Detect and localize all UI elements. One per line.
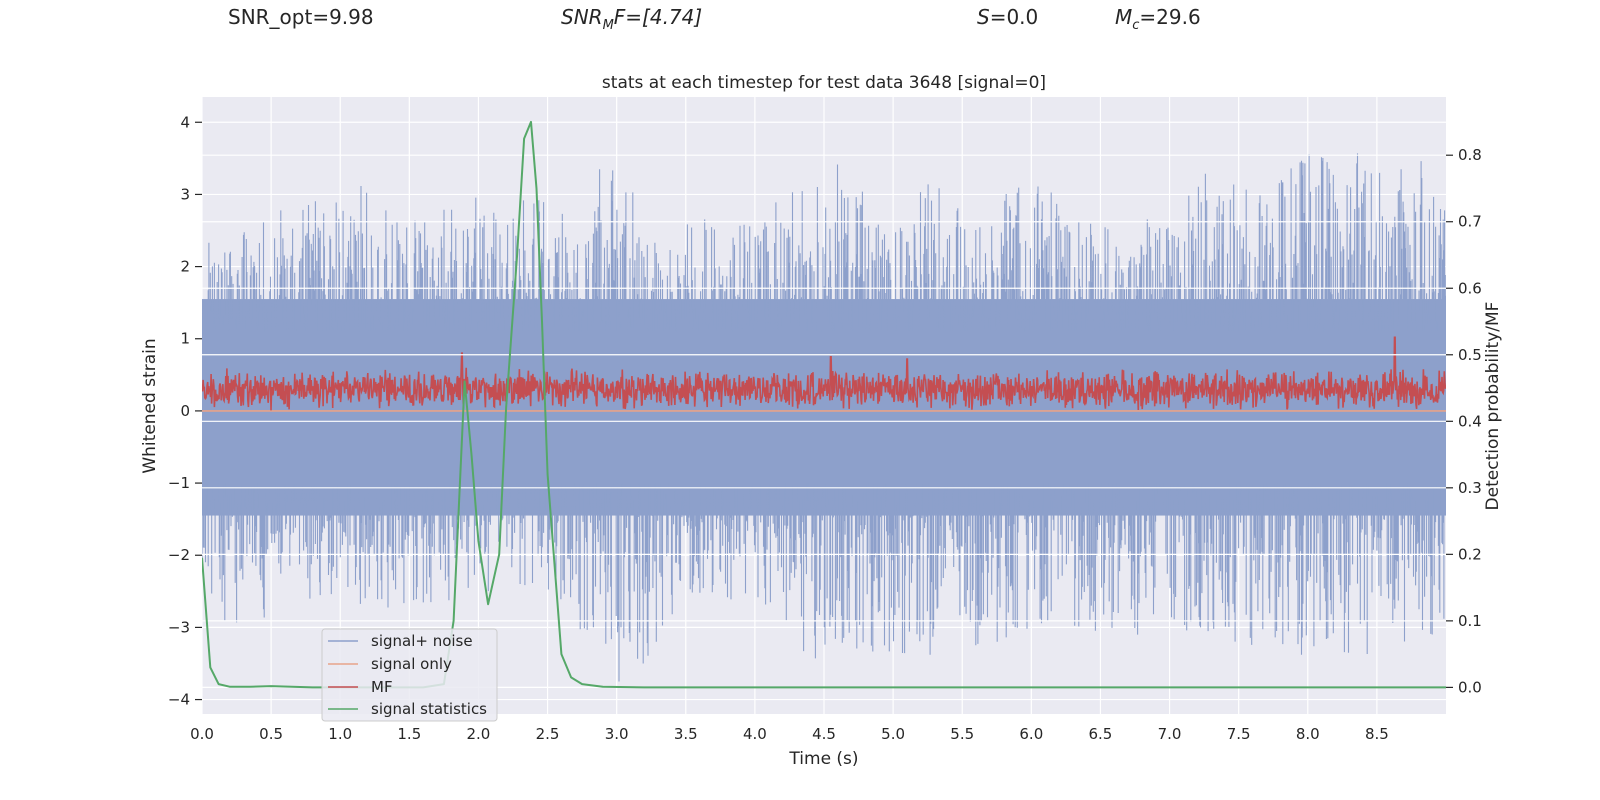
legend-label-signal-statistics: signal statistics	[371, 700, 487, 718]
y2-tick-label-6: 0.2	[1458, 545, 1482, 563]
legend-label-signal-noise: signal+ noise	[371, 632, 473, 650]
x-tick-label-16: 8.0	[1296, 725, 1320, 743]
legend-label-signal-only: signal only	[371, 655, 452, 673]
y2-axis-label: Detection probability/MF	[1483, 302, 1503, 511]
x-tick-label-15: 7.5	[1227, 725, 1251, 743]
chart-title: stats at each timestep for test data 364…	[602, 73, 1046, 93]
signal-statistics-line	[202, 120, 1446, 689]
y-axis-label: Whitened strain	[140, 338, 160, 473]
mc-subscript: c	[1132, 18, 1140, 33]
x-tick-label-7: 3.5	[674, 725, 698, 743]
x-tick-label-13: 6.5	[1089, 725, 1113, 743]
y2-tick-label-2: 0.6	[1458, 279, 1482, 297]
mc-value: =29.6	[1139, 5, 1201, 29]
legend-label-mf: MF	[371, 678, 393, 696]
s-value: =0.0	[989, 5, 1039, 29]
mc-label: Mc=29.6	[1115, 5, 1201, 33]
y-tick-label-1: 3	[180, 185, 190, 203]
x-tick-label-0: 0.0	[190, 725, 214, 743]
legend-box	[321, 628, 498, 722]
y-tick-label-7: −3	[168, 618, 190, 636]
y2-tick-label-8: 0.0	[1458, 678, 1482, 696]
y-tick-label-3: 1	[180, 330, 190, 348]
x-tick-label-4: 2.0	[467, 725, 491, 743]
x-tick-label-17: 8.5	[1365, 725, 1389, 743]
y2-tick-label-3: 0.5	[1458, 346, 1482, 364]
mf-line	[202, 336, 1446, 411]
x-tick-label-5: 2.5	[536, 725, 560, 743]
x-tick-label-12: 6.0	[1019, 725, 1043, 743]
y-tick-label-2: 2	[180, 258, 190, 276]
y-tick-label-8: −4	[168, 691, 190, 709]
x-axis: 0.0 0.5 1.0 1.5 2.0 2.5 3.0 3.5 4.0 4.5 5.0 5.5 6.0 6…	[190, 725, 1389, 743]
y-tick-label-0: 4	[180, 113, 190, 131]
x-tick-label-14: 7.0	[1158, 725, 1182, 743]
snr-opt-text: SNR_opt=9.98	[228, 5, 374, 29]
mc-symbol: M	[1115, 5, 1133, 29]
x-tick-label-1: 0.5	[259, 725, 283, 743]
y-tick-label-5: −1	[168, 474, 190, 492]
signal-statistics-series	[202, 120, 1446, 689]
y-axis-left: 4 3 2 1 0 −1 −2 −3 −4	[168, 113, 202, 709]
x-tick-label-11: 5.5	[950, 725, 974, 743]
legend: signal+ noise signal only MF signal stat…	[321, 628, 498, 722]
s-label: S=0.0	[977, 5, 1038, 29]
y-axis-right: 0.8 0.7 0.6 0.5 0.4 0.3 0.2 0.1 0.0	[1446, 146, 1482, 696]
x-tick-label-2: 1.0	[328, 725, 352, 743]
x-tick-label-6: 3.0	[605, 725, 629, 743]
snr-mf-base: SNR	[561, 5, 603, 29]
y-tick-label-4: 0	[180, 402, 190, 420]
s-symbol: S	[977, 5, 990, 29]
x-tick-label-9: 4.5	[812, 725, 836, 743]
mf-series	[202, 336, 1446, 411]
signal-noise-series	[202, 153, 1446, 682]
y2-tick-label-1: 0.7	[1458, 213, 1482, 231]
y2-tick-label-7: 0.1	[1458, 612, 1482, 630]
y2-tick-label-4: 0.4	[1458, 412, 1482, 430]
y2-tick-label-0: 0.8	[1458, 146, 1482, 164]
snr-mf-subscript: M	[602, 18, 614, 33]
y2-tick-label-5: 0.3	[1458, 479, 1482, 497]
snr-mf-label: SNRMF=[4.74]	[561, 5, 702, 33]
snr-opt-label: SNR_opt=9.98	[228, 5, 374, 29]
snr-mf-rest: F=[4.74]	[613, 5, 703, 29]
x-tick-label-8: 4.0	[743, 725, 767, 743]
x-tick-label-10: 5.0	[881, 725, 905, 743]
x-axis-label: Time (s)	[788, 749, 858, 769]
x-tick-label-3: 1.5	[397, 725, 421, 743]
y-tick-label-6: −2	[168, 546, 190, 564]
